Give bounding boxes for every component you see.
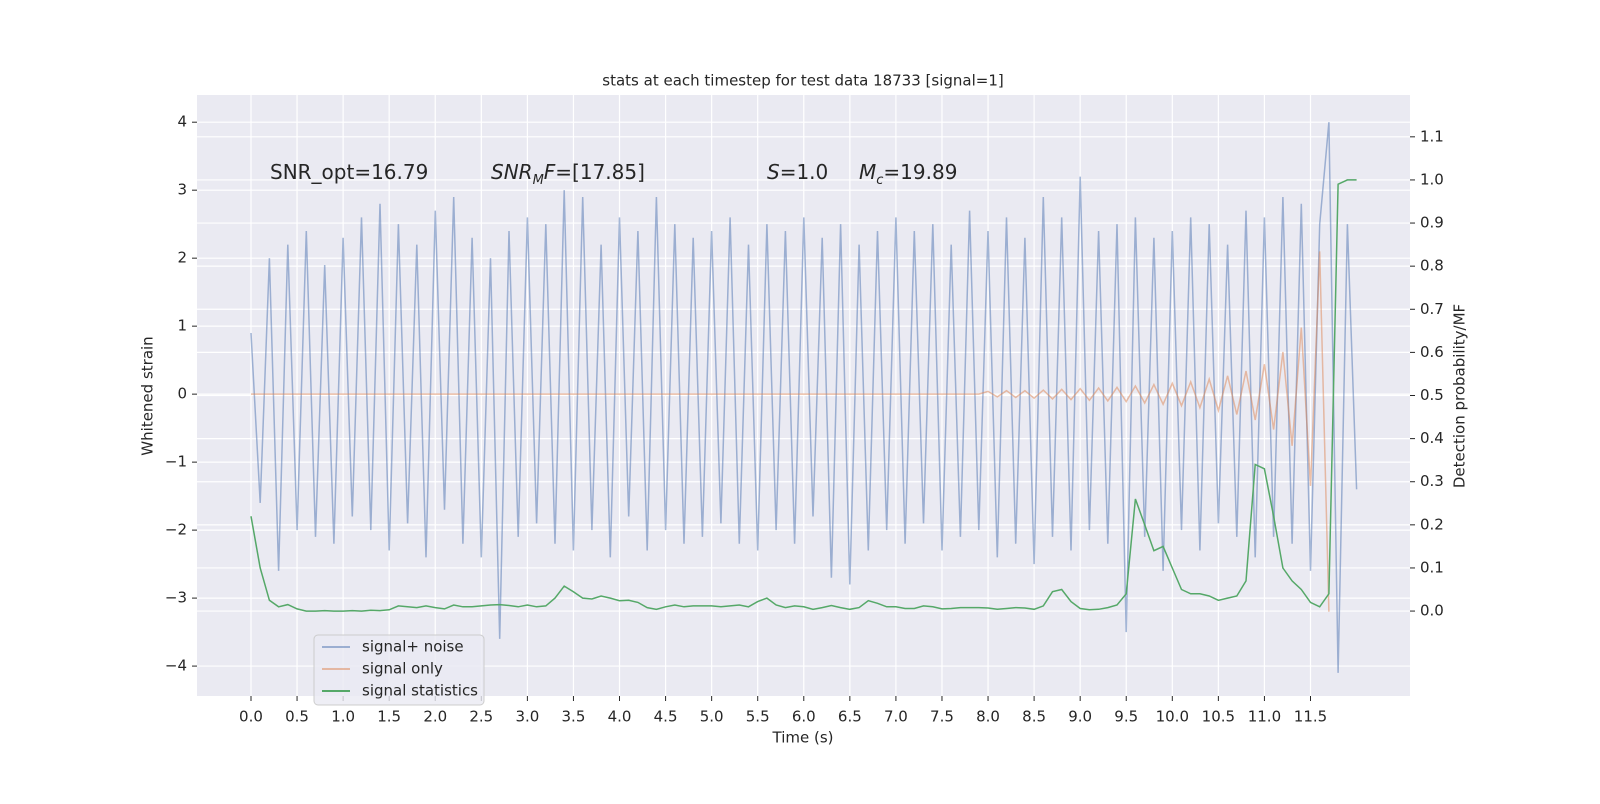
annotation: Mc=19.89 <box>859 160 957 189</box>
x-tick-label: 7.5 <box>930 708 954 726</box>
x-tick-label: 2.0 <box>423 708 447 726</box>
x-tick-label: 1.0 <box>331 708 355 726</box>
annotation-part: M <box>859 160 876 184</box>
annotation-part: =1.0 <box>780 160 829 184</box>
x-tick-label: 8.0 <box>976 708 1000 726</box>
y-tick-label: 3 <box>177 181 187 199</box>
legend-label: signal statistics <box>362 682 478 700</box>
y2-tick-label: 0.3 <box>1420 472 1444 490</box>
x-tick-label: 4.5 <box>654 708 678 726</box>
y-tick-label: 2 <box>177 249 187 267</box>
y-tick-label: 1 <box>177 317 187 335</box>
y-axis-label: Whitened strain <box>139 336 157 455</box>
x-tick-label: 0.0 <box>239 708 263 726</box>
x-tick-label: 5.0 <box>700 708 724 726</box>
annotation-part: =[17.85] <box>555 160 645 184</box>
series-line <box>251 251 1330 612</box>
x-tick-label: 6.5 <box>838 708 862 726</box>
legend-box <box>313 634 485 706</box>
y-tick-label: −3 <box>165 589 187 607</box>
x-tick-label: 7.0 <box>884 708 908 726</box>
annotation-part: M <box>533 173 544 188</box>
x-tick-label: 10.5 <box>1202 708 1235 726</box>
annotation: SNR_opt=16.79 <box>270 160 428 184</box>
y-tick-label: −2 <box>165 521 187 539</box>
annotation-part: =19.89 <box>883 160 957 184</box>
x-tick-label: 5.5 <box>746 708 770 726</box>
y2-tick-label: 0.8 <box>1420 257 1444 275</box>
legend-label: signal only <box>362 660 443 678</box>
y-tick-label: −1 <box>165 453 187 471</box>
x-tick-label: 8.5 <box>1022 708 1046 726</box>
y2-tick-label: 1.1 <box>1420 127 1444 145</box>
y-tick-label: 0 <box>177 385 187 403</box>
annotation-part: F <box>544 160 556 184</box>
y2-axis-label: Detection probability/MF <box>1451 304 1469 488</box>
y2-tick-label: 0.9 <box>1420 214 1444 232</box>
x-tick-label: 2.5 <box>469 708 493 726</box>
x-tick-label: 3.0 <box>515 708 539 726</box>
x-tick-label: 10.0 <box>1156 708 1189 726</box>
annotation-part: S <box>767 160 780 184</box>
annotation: S=1.0 <box>767 160 828 184</box>
x-tick-label: 11.5 <box>1294 708 1327 726</box>
annotation-part: c <box>876 173 883 188</box>
legend-label: signal+ noise <box>362 638 464 656</box>
annotation-part: SNR <box>491 160 533 184</box>
x-tick-label: 4.0 <box>608 708 632 726</box>
y2-tick-label: 0.6 <box>1420 343 1444 361</box>
annotation: SNRMF=[17.85] <box>491 160 645 189</box>
y2-tick-label: 0.2 <box>1420 515 1444 533</box>
x-tick-label: 0.5 <box>285 708 309 726</box>
y2-tick-label: 1.0 <box>1420 170 1444 188</box>
y2-tick-label: 0.7 <box>1420 300 1444 318</box>
x-tick-label: 9.0 <box>1068 708 1092 726</box>
x-tick-label: 1.5 <box>377 708 401 726</box>
x-tick-label: 3.5 <box>562 708 586 726</box>
chart-title: stats at each timestep for test data 187… <box>602 72 1003 90</box>
y2-tick-label: 0.0 <box>1420 602 1444 620</box>
y2-tick-label: 0.5 <box>1420 386 1444 404</box>
y-tick-label: 4 <box>177 113 187 131</box>
annotation-part: SNR_opt=16.79 <box>270 160 428 184</box>
x-tick-label: 6.0 <box>792 708 816 726</box>
y-tick-label: −4 <box>165 657 187 675</box>
x-tick-label: 9.5 <box>1114 708 1138 726</box>
y2-tick-label: 0.4 <box>1420 429 1444 447</box>
y2-tick-label: 0.1 <box>1420 558 1444 576</box>
series-line <box>250 179 1357 612</box>
series-line <box>250 122 1358 673</box>
x-tick-label: 11.0 <box>1248 708 1281 726</box>
x-axis-label: Time (s) <box>772 729 834 747</box>
